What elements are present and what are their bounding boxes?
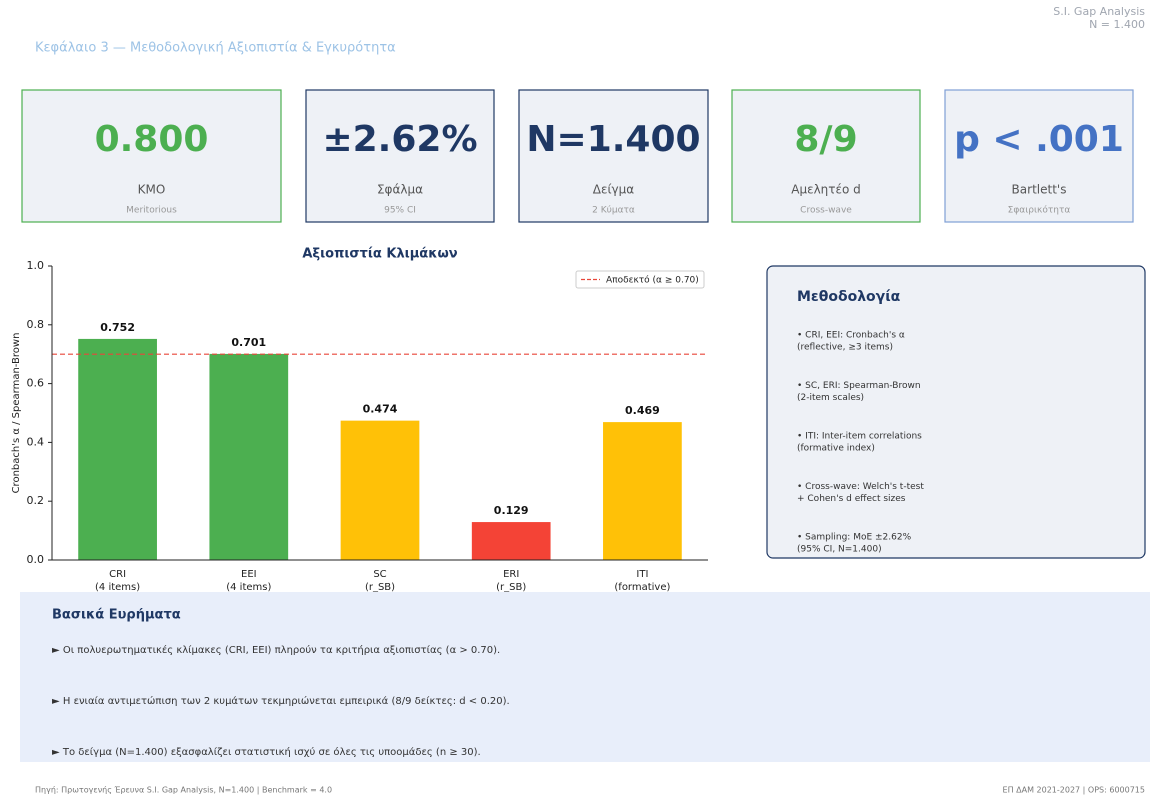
- bar: [340, 420, 420, 560]
- y-tick-label: 0.4: [27, 435, 45, 448]
- top-right: S.I. Gap Analysis: [1053, 5, 1145, 18]
- x-tick-label: (r_SB): [496, 582, 526, 593]
- kpi-value: ±2.62%: [322, 119, 477, 160]
- methodology-item: (formative index): [797, 444, 875, 454]
- methodology-box: [766, 265, 1146, 559]
- bar: [78, 338, 157, 560]
- methodology-item: + Cohen's d effect sizes: [797, 494, 906, 504]
- kpi-label: KMO: [138, 183, 166, 197]
- x-tick-label: (4 items): [95, 582, 140, 593]
- value-label: 0.474: [363, 403, 398, 416]
- methodology-title: Μεθοδολογία: [797, 289, 901, 305]
- finding-item: ► Το δείγμα (N=1.400) εξασφαλίζει στατισ…: [52, 746, 481, 758]
- kpi-sub: 95% CI: [384, 206, 416, 216]
- value-label: 0.701: [231, 336, 266, 349]
- methodology-item: • SC, ERI: Spearman-Brown: [797, 381, 921, 391]
- x-tick-label: ERI: [503, 569, 519, 580]
- kpi-card: [518, 89, 709, 223]
- finding-item: ► Οι πολυερωτηματικές κλίμακες (CRI, EEI…: [52, 644, 500, 656]
- x-tick-label: (r_SB): [365, 582, 395, 593]
- methodology-item: • ITI: Inter-item correlations: [797, 432, 922, 442]
- x-tick-label: ITI: [636, 569, 648, 580]
- kpi-value: p < .001: [954, 119, 1124, 160]
- y-tick-label: 0.6: [27, 377, 45, 390]
- x-tick-label: (4 items): [226, 582, 271, 593]
- methodology-item: • Sampling: MoE ±2.62%: [797, 533, 912, 543]
- bar: [471, 522, 551, 560]
- kpi-card: [21, 89, 282, 223]
- findings-title: Βασικά Ευρήματα: [52, 608, 181, 623]
- kpi-card: [305, 89, 495, 223]
- kpi-sub: Meritorious: [126, 206, 177, 216]
- x-tick-label: CRI: [109, 569, 126, 580]
- footer-left: Πηγή: Πρωτογενής Έρευνα S.I. Gap Analysi…: [35, 786, 332, 795]
- kpi-label: Σφάλμα: [377, 183, 423, 197]
- x-tick-label: EEI: [241, 569, 257, 580]
- kpi-sub: 2 Κύματα: [592, 205, 635, 216]
- kpi-card: [944, 89, 1134, 223]
- x-tick-label: SC: [373, 569, 386, 580]
- bar: [603, 422, 682, 560]
- y-tick-label: 0.2: [27, 494, 45, 507]
- chart-title: Αξιοπιστία Κλιμάκων: [302, 247, 457, 262]
- kpi-sub: Cross-wave: [800, 206, 852, 216]
- top-right: N = 1.400: [1089, 18, 1145, 31]
- finding-item: ► Η ενιαία αντιμετώπιση των 2 κυμάτων τε…: [52, 695, 510, 707]
- x-tick-label: (formative): [614, 582, 670, 593]
- page-title: Κεφάλαιο 3 — Μεθοδολογική Αξιοπιστία & Ε…: [35, 41, 396, 56]
- legend-label: Αποδεκτό (α ≥ 0.70): [606, 275, 699, 286]
- methodology-item: (2-item scales): [797, 393, 864, 403]
- methodology-item: • Cross-wave: Welch's t-test: [797, 482, 924, 492]
- kpi-sub: Σφαιρικότητα: [1008, 205, 1071, 216]
- value-label: 0.752: [100, 321, 135, 334]
- value-label: 0.129: [494, 504, 529, 517]
- methodology-item: (95% CI, N=1.400): [797, 545, 882, 555]
- findings-band: [20, 592, 1150, 762]
- kpi-value: 0.800: [95, 119, 209, 160]
- y-axis-label: Cronbach's α / Spearman-Brown: [11, 333, 22, 494]
- kpi-value: 8/9: [794, 119, 857, 160]
- value-label: 0.469: [625, 404, 660, 417]
- kpi-value: N=1.400: [526, 119, 700, 160]
- methodology-item: • CRI, EEI: Cronbach's α: [797, 331, 905, 341]
- kpi-card: [731, 89, 921, 223]
- y-tick-label: 1.0: [27, 259, 45, 272]
- y-tick-label: 0.0: [27, 553, 45, 566]
- kpi-label: Αμελητέο d: [791, 183, 861, 197]
- methodology-item: (reflective, ≥3 items): [797, 343, 893, 353]
- y-tick-label: 0.8: [27, 318, 45, 331]
- kpi-label: Δείγμα: [593, 183, 634, 197]
- footer-right: ΕΠ ΔΑΜ 2021-2027 | OPS: 6000715: [1003, 786, 1145, 795]
- bar: [209, 353, 289, 560]
- legend: [575, 270, 705, 289]
- kpi-label: Bartlett's: [1012, 183, 1067, 197]
